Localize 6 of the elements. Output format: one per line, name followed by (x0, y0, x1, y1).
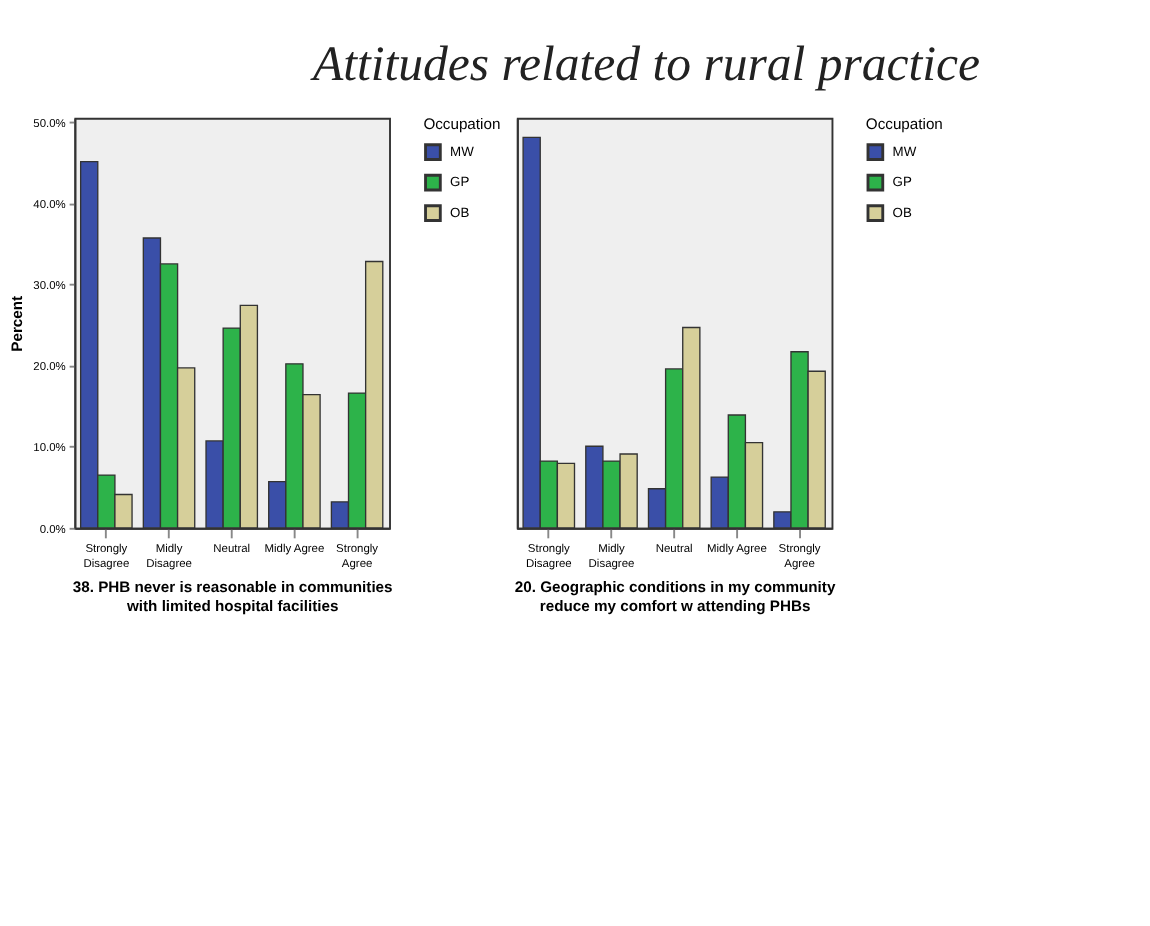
legend-title: Occupation (865, 115, 943, 134)
legend-title: Occupation (423, 115, 501, 134)
y-axis-title: Percent (7, 294, 26, 352)
x-axis-title: 38. PHB never is reasonable in communities with limited hospital facilities (72, 577, 393, 615)
text: Attitudes related to rural practice (308, 37, 981, 92)
x-axis-title: 20. Geographic conditions in my community reduce my comfort w attending PHBs (514, 577, 837, 615)
